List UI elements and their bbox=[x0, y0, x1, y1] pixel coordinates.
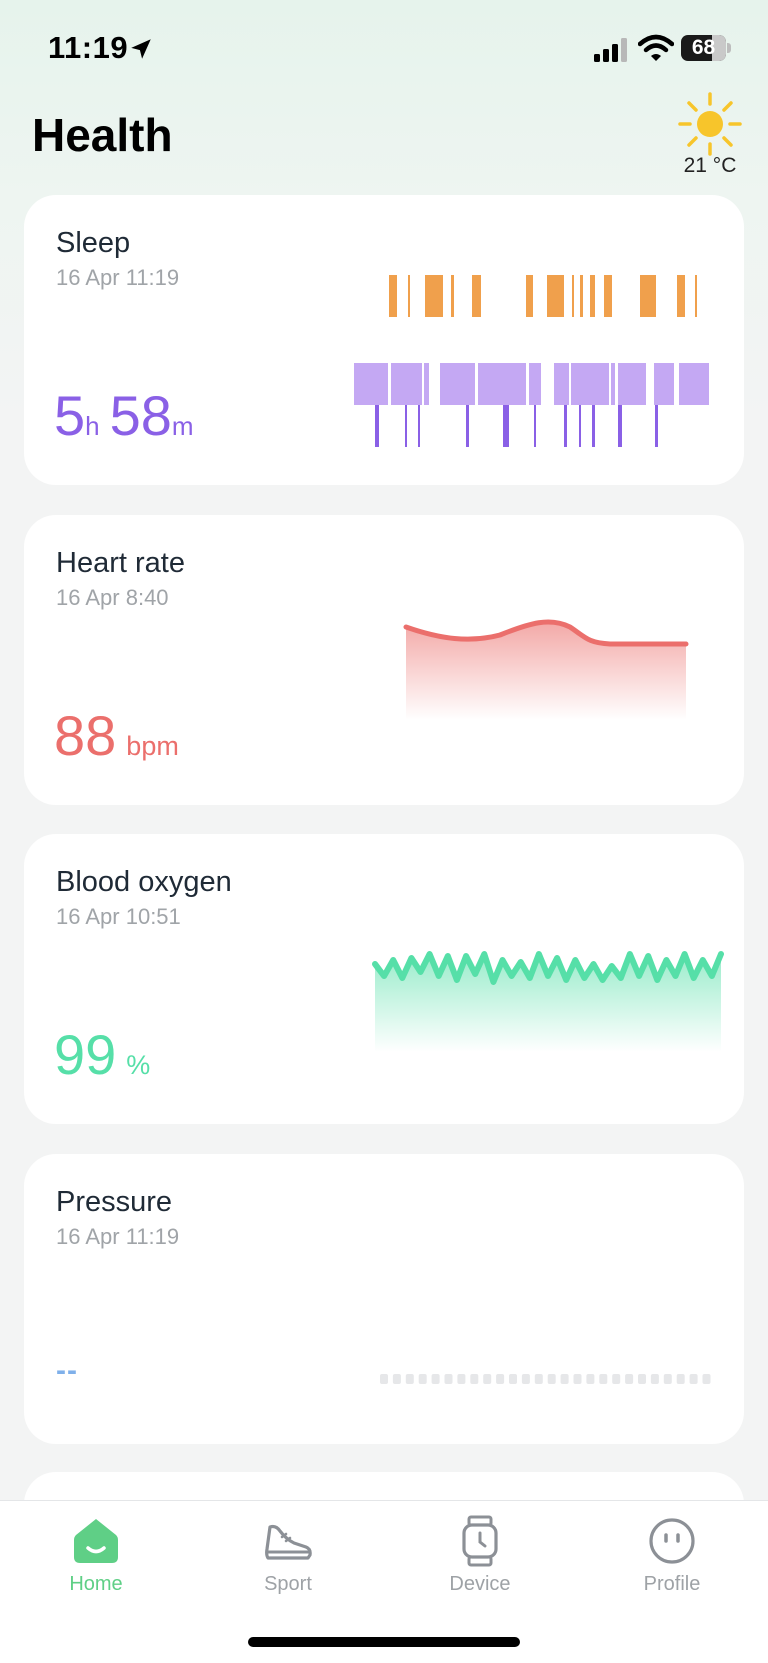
blood-oxygen-card[interactable]: Blood oxygen 16 Apr 10:51 99% bbox=[24, 834, 744, 1124]
card-date: 16 Apr 11:19 bbox=[56, 1224, 180, 1249]
sleep-light-bars bbox=[354, 363, 709, 405]
pressure-placeholder-dot bbox=[483, 1374, 492, 1384]
pressure-placeholder-dot bbox=[509, 1374, 517, 1384]
heart-rate-unit: bpm bbox=[126, 731, 179, 761]
pressure-placeholder-dot bbox=[470, 1374, 479, 1384]
pressure-placeholder-dot bbox=[560, 1374, 569, 1384]
blood-oxygen-chart bbox=[372, 951, 724, 1052]
tab-label: Sport bbox=[264, 1573, 312, 1595]
sleep-hours: 5 bbox=[54, 384, 86, 447]
pressure-placeholder-dot bbox=[534, 1374, 543, 1384]
battery-nub bbox=[727, 43, 731, 53]
pressure-placeholder-dot bbox=[496, 1374, 505, 1384]
watch-icon bbox=[462, 1515, 498, 1567]
pressure-placeholder-dot bbox=[663, 1374, 672, 1384]
pressure-placeholder-dot bbox=[650, 1374, 659, 1384]
tab-sport[interactable]: Sport bbox=[192, 1501, 384, 1611]
pressure-placeholder-dot bbox=[612, 1374, 621, 1384]
tab-label: Device bbox=[449, 1573, 511, 1595]
pressure-empty-chart bbox=[380, 1374, 711, 1384]
pressure-placeholder-dot bbox=[405, 1374, 414, 1384]
pressure-placeholder-dot bbox=[457, 1374, 466, 1384]
face-icon bbox=[649, 1518, 695, 1564]
pressure-placeholder-dot bbox=[702, 1374, 711, 1384]
pressure-placeholder-dot bbox=[418, 1374, 427, 1384]
heart-rate-card[interactable]: Heart rate 16 Apr 8:40 88 bpm bbox=[24, 515, 744, 805]
battery-empty-portion bbox=[711, 35, 726, 61]
pressure-card[interactable]: Pressure 16 Apr 11:19 -- bbox=[24, 1154, 744, 1444]
card-title: Heart rate bbox=[56, 547, 185, 579]
weather-widget[interactable]: 21 °C bbox=[670, 88, 766, 184]
heart-rate-reading: 88 bpm bbox=[54, 703, 179, 768]
battery-level: 68 bbox=[691, 36, 716, 59]
sleep-minutes: 58 bbox=[109, 384, 172, 447]
tab-label: Home bbox=[69, 1573, 123, 1595]
battery-body: 68 bbox=[681, 35, 726, 61]
blood-oxygen-reading: 99% bbox=[54, 1022, 150, 1087]
sleep-minutes-unit: m bbox=[171, 411, 194, 441]
blood-oxygen-value: 99 bbox=[54, 1023, 117, 1086]
sneaker-icon bbox=[265, 1524, 312, 1560]
card-title: Blood oxygen bbox=[56, 866, 232, 898]
status-time: 11:19 bbox=[48, 30, 129, 65]
tab-device[interactable]: Device bbox=[384, 1501, 576, 1611]
tab-label: Profile bbox=[643, 1573, 701, 1595]
tab-home[interactable]: Home bbox=[0, 1501, 192, 1611]
pressure-placeholder-dot bbox=[638, 1374, 646, 1384]
pressure-placeholder-dot bbox=[521, 1374, 530, 1384]
pressure-placeholder-dot bbox=[586, 1374, 595, 1384]
pressure-placeholder-dot bbox=[689, 1374, 698, 1384]
pressure-placeholder-dot bbox=[431, 1374, 440, 1384]
sleep-awake-bars bbox=[389, 275, 697, 317]
card-date: 16 Apr 11:19 bbox=[56, 265, 180, 290]
pressure-placeholder-dot bbox=[392, 1374, 401, 1384]
tab-profile[interactable]: Profile bbox=[576, 1501, 768, 1611]
temperature: 21 °C bbox=[683, 154, 737, 177]
location-arrow-icon bbox=[131, 39, 151, 59]
pressure-placeholder-dot bbox=[573, 1374, 582, 1384]
status-bar: 11:19 68 bbox=[0, 0, 768, 98]
sun-icon bbox=[678, 92, 742, 156]
battery-indicator: 68 bbox=[681, 35, 731, 61]
pressure-placeholder-dot bbox=[676, 1374, 685, 1384]
card-date: 16 Apr 10:51 bbox=[56, 904, 181, 929]
card-title: Sleep bbox=[56, 227, 131, 259]
blood-oxygen-unit: % bbox=[126, 1050, 151, 1080]
card-date: 16 Apr 8:40 bbox=[56, 585, 169, 610]
sleep-hours-unit: h bbox=[85, 411, 100, 441]
home-indicator bbox=[248, 1637, 520, 1647]
blood-oxygen-line bbox=[372, 951, 724, 985]
tab-bar: Home Sport Device Profile bbox=[0, 1500, 768, 1663]
pressure-placeholder-dot bbox=[599, 1374, 608, 1384]
pressure-placeholder-dot bbox=[380, 1374, 388, 1384]
card-title: Pressure bbox=[56, 1186, 173, 1218]
pressure-value: -- bbox=[56, 1354, 78, 1387]
sleep-duration: 5h 58m bbox=[54, 383, 204, 448]
wifi-icon bbox=[638, 34, 674, 61]
pressure-placeholder-dot bbox=[625, 1374, 634, 1384]
pressure-placeholder-dot bbox=[444, 1374, 453, 1384]
sleep-stages-chart bbox=[354, 275, 709, 447]
heart-rate-line bbox=[403, 619, 689, 647]
cellular-signal-icon bbox=[594, 38, 627, 62]
sleep-deep-bars bbox=[375, 405, 658, 447]
heart-rate-chart bbox=[403, 619, 689, 720]
home-icon bbox=[74, 1519, 118, 1563]
page-title: Health bbox=[32, 109, 173, 161]
sleep-card[interactable]: Sleep 16 Apr 11:19 bbox=[24, 195, 744, 485]
blood-oxygen-area bbox=[375, 954, 721, 1052]
heart-rate-value: 88 bbox=[54, 704, 117, 767]
pressure-placeholder-dot bbox=[547, 1374, 556, 1384]
